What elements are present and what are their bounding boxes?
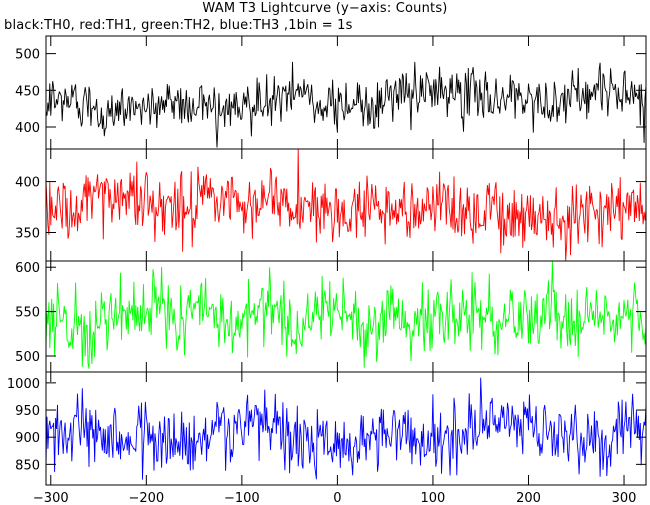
ytick-label-TH3-1000: 1000: [7, 377, 40, 392]
xtick-label--300: −300: [33, 491, 69, 505]
series-TH1-group: [46, 149, 646, 261]
ytick-label-TH1-350: 350: [15, 226, 40, 241]
xtick-label-300: 300: [612, 491, 637, 505]
xtick-label--100: −100: [224, 491, 260, 505]
series-TH2-group: [46, 261, 646, 369]
ytick-label-TH0-400: 400: [15, 121, 40, 136]
ytick-label-TH0-450: 450: [15, 84, 40, 99]
panel-TH3-frame: [45, 371, 647, 486]
ytick-label-TH3-900: 900: [15, 431, 40, 446]
series-TH0-line: [46, 61, 646, 148]
chart-subtitle: black:TH0, red:TH1, green:TH2, blue:TH3 …: [4, 18, 353, 33]
ytick-label-TH2-550: 550: [15, 306, 40, 321]
series-TH3-group: [46, 377, 646, 480]
ytick-label-TH3-950: 950: [15, 404, 40, 419]
xtick-label-0: 0: [333, 491, 341, 505]
xtick-label-200: 200: [516, 491, 541, 505]
series-TH0-group: [46, 61, 646, 148]
series-TH1-line: [46, 149, 646, 261]
series-TH2-line: [46, 261, 646, 369]
ytick-label-TH2-600: 600: [15, 261, 40, 276]
chart-title: WAM T3 Lightcurve (y−axis: Counts): [202, 1, 448, 16]
xtick-label-100: 100: [421, 491, 446, 505]
ytick-label-TH1-400: 400: [15, 176, 40, 191]
ytick-label-TH0-500: 500: [15, 48, 40, 63]
xtick-label--200: −200: [128, 491, 164, 505]
ytick-label-TH2-500: 500: [15, 350, 40, 365]
ytick-label-TH3-850: 850: [15, 458, 40, 473]
series-TH3-line: [46, 377, 646, 480]
